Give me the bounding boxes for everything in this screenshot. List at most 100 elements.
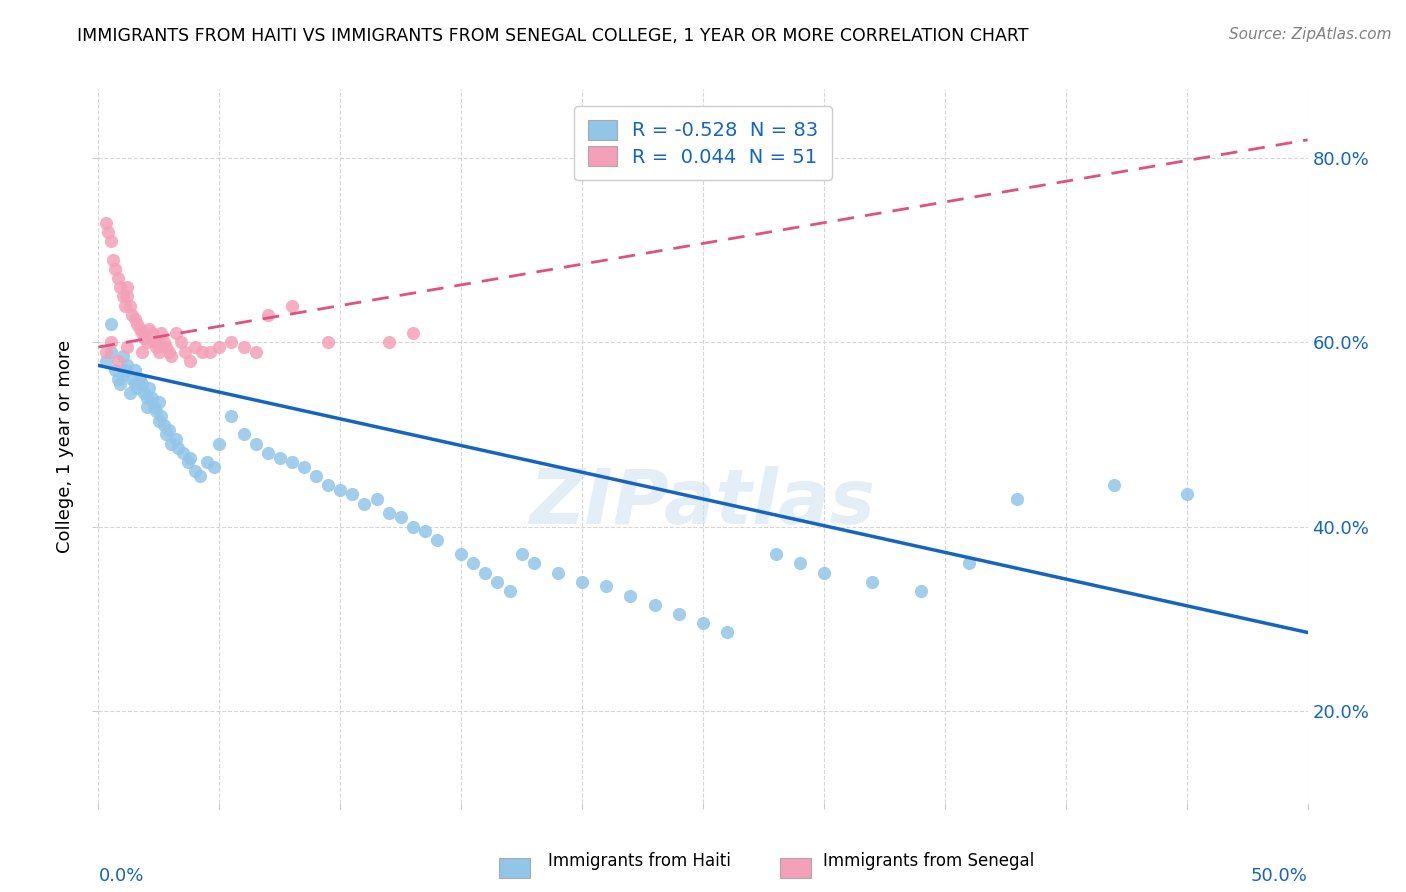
Point: [121, 308, 143, 322]
Point: [145, 340, 167, 354]
Point: [148, 335, 170, 350]
Text: 0.0%: 0.0%: [98, 867, 143, 885]
Point: [145, 404, 167, 418]
Point: [860, 574, 883, 589]
Point: [131, 376, 153, 391]
Point: [813, 566, 835, 580]
Point: [97, 225, 120, 239]
Point: [135, 400, 157, 414]
Point: [329, 483, 352, 497]
Point: [155, 427, 177, 442]
Point: [167, 442, 190, 456]
Point: [957, 557, 980, 571]
Point: [94, 216, 117, 230]
Point: [204, 459, 226, 474]
Point: [510, 547, 533, 561]
Point: [208, 340, 231, 354]
Point: [1102, 478, 1125, 492]
Point: [571, 574, 593, 589]
Point: [108, 376, 131, 391]
Point: [157, 423, 180, 437]
Point: [118, 386, 141, 401]
Legend: R = -0.528  N = 83, R =  0.044  N = 51: R = -0.528 N = 83, R = 0.044 N = 51: [574, 106, 832, 180]
Point: [232, 427, 254, 442]
Point: [619, 589, 641, 603]
Point: [165, 326, 187, 341]
Point: [474, 566, 496, 580]
Point: [150, 409, 173, 423]
Point: [107, 271, 129, 285]
Point: [692, 616, 714, 631]
Point: [148, 395, 170, 409]
Point: [134, 331, 156, 345]
Point: [179, 450, 201, 465]
Y-axis label: College, 1 year or more: College, 1 year or more: [56, 340, 75, 552]
Text: 50.0%: 50.0%: [1251, 867, 1308, 885]
Text: Immigrants from Haiti: Immigrants from Haiti: [548, 852, 731, 870]
Point: [198, 344, 221, 359]
Point: [281, 299, 304, 313]
Point: [377, 335, 399, 350]
Point: [100, 335, 122, 350]
Point: [160, 436, 183, 450]
Point: [486, 574, 509, 589]
Point: [232, 340, 254, 354]
Point: [111, 289, 134, 303]
Point: [150, 326, 173, 341]
Point: [143, 335, 166, 350]
Point: [108, 280, 131, 294]
Point: [256, 446, 278, 460]
Point: [111, 368, 134, 382]
Point: [498, 584, 520, 599]
Point: [152, 418, 174, 433]
Point: [377, 506, 399, 520]
Point: [789, 557, 811, 571]
Point: [121, 372, 143, 386]
Point: [148, 414, 170, 428]
Point: [463, 557, 485, 571]
Point: [245, 344, 267, 359]
Point: [124, 363, 146, 377]
Point: [160, 349, 183, 363]
Point: [114, 299, 136, 313]
Point: [353, 497, 375, 511]
Point: [128, 372, 150, 386]
Point: [316, 478, 339, 492]
Point: [402, 519, 425, 533]
Point: [157, 344, 180, 359]
Point: [184, 464, 207, 478]
Point: [188, 469, 211, 483]
Point: [141, 391, 163, 405]
Point: [668, 607, 690, 621]
Point: [426, 533, 449, 548]
Point: [131, 344, 153, 359]
Point: [172, 446, 194, 460]
Point: [413, 524, 436, 538]
Point: [1007, 491, 1029, 506]
Point: [138, 381, 160, 395]
Point: [138, 321, 160, 335]
Point: [316, 335, 339, 350]
Text: Immigrants from Senegal: Immigrants from Senegal: [823, 852, 1033, 870]
Point: [117, 289, 139, 303]
Point: [107, 354, 129, 368]
Point: [94, 354, 117, 368]
Point: [644, 598, 666, 612]
Point: [342, 487, 364, 501]
Point: [450, 547, 472, 561]
Point: [389, 510, 412, 524]
Point: [100, 317, 122, 331]
Point: [104, 261, 127, 276]
Point: [124, 376, 146, 391]
Point: [107, 372, 129, 386]
Point: [366, 491, 388, 506]
Point: [118, 299, 141, 313]
Point: [141, 326, 163, 341]
Point: [143, 400, 166, 414]
Point: [117, 340, 139, 354]
Point: [128, 321, 150, 335]
Point: [195, 455, 218, 469]
Point: [165, 432, 187, 446]
Point: [208, 436, 231, 450]
Point: [910, 584, 932, 599]
